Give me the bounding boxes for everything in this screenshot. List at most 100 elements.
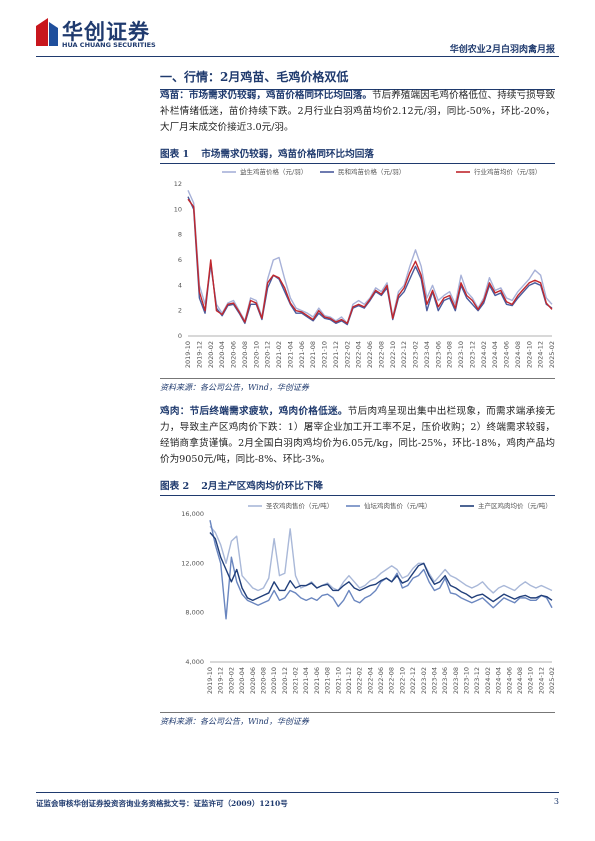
- paragraph-text: 节后肉鸡呈现出集中出栏现象，而需求端承接无力，导致主产区鸡肉价下跌：1）屠宰企业…: [160, 406, 556, 465]
- x-tick-label: 2024-08: [514, 341, 522, 368]
- x-tick-label: 2021-02: [275, 341, 283, 368]
- figure-caption: 图表 2 2月主产区鸡肉均价环比下降: [160, 478, 555, 496]
- x-tick-label: 2022-02: [343, 341, 351, 368]
- x-tick-label: 2025-02: [548, 667, 556, 694]
- page-number: 3: [553, 797, 559, 806]
- x-tick-label: 2024-04: [495, 667, 503, 694]
- x-tick-label: 2020-02: [227, 667, 235, 694]
- x-tick-label: 2024-08: [516, 667, 524, 694]
- y-tick-label: 4: [178, 281, 182, 289]
- figure-source: 资料来源：各公司公告，Wind，华创证券: [160, 378, 555, 393]
- x-tick-label: 2023-10: [463, 667, 471, 694]
- logo-subtext: HUA CHUANG SECURITIES: [62, 41, 156, 49]
- x-tick-label: 2024-02: [480, 341, 488, 368]
- x-tick-label: 2024-06: [505, 667, 513, 694]
- y-tick-label: 4,000: [185, 658, 204, 666]
- legend-label: 仙坛鸡肉售价（元/吨）: [364, 501, 431, 510]
- x-tick-label: 2022-06: [377, 667, 385, 694]
- x-tick-label: 2023-04: [423, 341, 431, 368]
- header-rule: [36, 56, 559, 57]
- x-tick-label: 2022-08: [377, 341, 385, 368]
- x-tick-label: 2024-10: [525, 341, 533, 368]
- x-tick-label: 2022-02: [356, 667, 364, 694]
- paragraph: 鸡苗：市场需求仍较弱，鸡苗价格同环比均回落。节后养殖端因毛鸡价格低位、持续亏损导…: [160, 88, 555, 136]
- x-tick-label: 2020-02: [207, 341, 215, 368]
- line-series: [209, 532, 553, 603]
- x-tick-label: 2021-10: [321, 341, 329, 368]
- x-tick-label: 2020-10: [252, 341, 260, 368]
- line-series: [209, 525, 553, 594]
- x-tick-label: 2024-06: [503, 341, 511, 368]
- y-tick-label: 8,000: [185, 609, 204, 617]
- report-title: 华创农业2月白羽肉禽月报: [449, 45, 555, 55]
- paragraph-text: 节后养殖端因毛鸡价格低位、持续亏损导致补栏情绪低迷，苗价持续下跌。2月行业白羽鸡…: [160, 90, 556, 133]
- y-tick-label: 2: [178, 307, 182, 315]
- line-series: [209, 520, 553, 620]
- x-tick-label: 2025-02: [548, 341, 556, 368]
- x-tick-label: 2024-10: [527, 667, 535, 694]
- x-tick-label: 2023-02: [412, 341, 420, 368]
- x-tick-label: 2023-08: [446, 341, 454, 368]
- x-tick-label: 2020-08: [241, 341, 249, 368]
- x-tick-label: 2024-12: [537, 341, 545, 368]
- legend-label: 益生鸡苗价格（元/羽）: [240, 167, 307, 176]
- x-tick-label: 2021-12: [345, 667, 353, 694]
- y-tick-label: 8: [178, 231, 182, 239]
- x-tick-label: 2021-12: [332, 341, 340, 368]
- y-tick-label: 10: [174, 205, 182, 213]
- section-title: 一、行情：2月鸡苗、毛鸡价格双低: [160, 68, 555, 90]
- x-tick-label: 2021-04: [302, 667, 310, 694]
- line-series: [187, 190, 553, 325]
- x-tick-label: 2022-04: [355, 341, 363, 368]
- x-tick-label: 2019-12: [217, 667, 225, 694]
- x-tick-label: 2023-06: [441, 667, 449, 694]
- x-tick-label: 2022-06: [366, 341, 374, 368]
- x-tick-label: 2019-12: [195, 341, 203, 368]
- footer-license: 证监会审核华创证券投资咨询业务资格批文号：证监许可（2009）1210号: [36, 799, 288, 808]
- figure-caption: 图表 1 市场需求仍较弱，鸡苗价格同环比均回落: [160, 146, 555, 164]
- x-tick-label: 2021-06: [313, 667, 321, 694]
- x-tick-label: 2021-08: [324, 667, 332, 694]
- x-tick-label: 2021-04: [286, 341, 294, 368]
- x-tick-label: 2023-02: [420, 667, 428, 694]
- x-tick-label: 2023-10: [457, 341, 465, 368]
- x-tick-label: 2022-12: [409, 667, 417, 694]
- x-tick-label: 2023-12: [473, 667, 481, 694]
- x-tick-label: 2023-08: [452, 667, 460, 694]
- y-tick-label: 12: [174, 180, 182, 188]
- logo-text: 华创证券: [62, 20, 150, 44]
- x-tick-label: 2023-06: [434, 341, 442, 368]
- x-tick-label: 2021-10: [334, 667, 342, 694]
- x-tick-label: 2019-10: [206, 667, 214, 694]
- legend-label: 圣农鸡肉售价（元/吨）: [266, 501, 333, 510]
- x-tick-label: 2022-10: [398, 667, 406, 694]
- x-tick-label: 2024-12: [537, 667, 545, 694]
- chart: 0 2 4 6 8 10 12 2019-10 2019-12 2020-02 2020-04 202…: [174, 167, 556, 368]
- figure-title: 市场需求仍较弱，鸡苗价格同环比均回落: [201, 149, 374, 160]
- x-tick-label: 2020-12: [281, 667, 289, 694]
- figure-title: 2月主产区鸡肉均价环比下降: [201, 481, 324, 492]
- footer-rule: [36, 792, 559, 793]
- figure-source: 资料来源：各公司公告，Wind，华创证券: [160, 712, 555, 727]
- x-tick-label: 2022-04: [366, 667, 374, 694]
- legend-label: 民和鸡苗价格（元/羽）: [338, 167, 405, 176]
- line-series: [187, 196, 553, 326]
- figure-label: 图表 1: [160, 149, 190, 160]
- y-tick-label: 12,000: [181, 559, 204, 567]
- x-tick-label: 2020-04: [238, 667, 246, 694]
- x-tick-label: 2024-02: [484, 667, 492, 694]
- paragraph-lead: 鸡苗：市场需求仍较弱，鸡苗价格同环比均回落。: [160, 90, 372, 101]
- y-tick-label: 16,000: [181, 510, 204, 518]
- line-series: [187, 198, 553, 325]
- x-tick-label: 2021-02: [292, 667, 300, 694]
- x-tick-label: 2019-10: [184, 341, 192, 368]
- x-tick-label: 2022-12: [400, 341, 408, 368]
- x-tick-label: 2020-06: [230, 341, 238, 368]
- x-tick-label: 2021-08: [309, 341, 317, 368]
- x-tick-label: 2021-06: [298, 341, 306, 368]
- x-tick-label: 2020-10: [270, 667, 278, 694]
- paragraph: 鸡肉：节后终端需求疲软，鸡肉价格低迷。节后肉鸡呈现出集中出栏现象，而需求端承接无…: [160, 404, 555, 468]
- x-tick-label: 2020-04: [218, 341, 226, 368]
